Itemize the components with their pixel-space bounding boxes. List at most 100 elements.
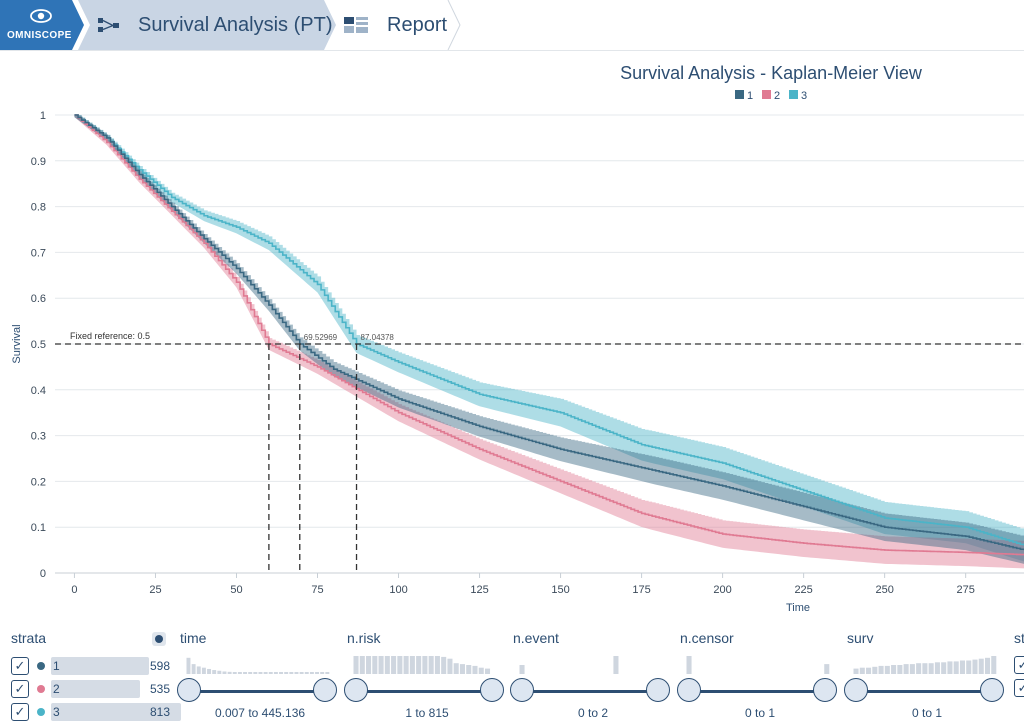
x-tick-label: 25 — [149, 584, 161, 596]
histogram-bar — [478, 667, 484, 674]
surv-histogram — [853, 656, 997, 674]
strata-row-1[interactable]: ✓ 1 598 — [11, 657, 176, 675]
n-event-slider-min-handle[interactable] — [510, 678, 534, 702]
histogram-bar — [217, 670, 222, 674]
time-slider-track[interactable] — [190, 690, 324, 693]
color-palette-icon[interactable] — [152, 632, 166, 646]
n-event-filter: n.event 0 to 2 — [510, 624, 673, 723]
histogram-bar — [222, 671, 227, 674]
x-tick-label: 225 — [794, 584, 812, 596]
histogram-bar — [253, 672, 258, 674]
histogram-bar — [453, 663, 459, 674]
survival-line-1 — [74, 114, 1024, 551]
histogram-bar — [978, 658, 984, 674]
histogram-bar — [384, 656, 390, 674]
histogram-bar — [299, 672, 304, 674]
time-slider-max-handle[interactable] — [313, 678, 337, 702]
histogram-bar — [325, 672, 330, 674]
histogram-bar — [472, 665, 478, 674]
histogram-bar — [984, 657, 991, 674]
histogram-bar — [372, 656, 378, 674]
x-tick-label: 0 — [71, 584, 77, 596]
histogram-bar — [391, 656, 397, 674]
strata-2-checkbox[interactable]: ✓ — [11, 680, 29, 698]
histogram-bar — [947, 661, 953, 674]
reference-lines: Fixed reference: 0.5 69.52969 87.04378 — [55, 331, 1024, 573]
n-event-range-text: 0 to 2 — [577, 706, 609, 720]
breadcrumb-survival-analysis[interactable]: Survival Analysis (PT) — [78, 0, 336, 50]
survival-line-3 — [74, 114, 1024, 546]
st-checkbox-1[interactable]: ✓ — [1014, 656, 1024, 674]
histogram-bar — [304, 672, 309, 674]
histogram-bar — [248, 672, 253, 674]
st-checkbox-2[interactable]: ✓ — [1014, 679, 1024, 697]
y-axis-label: Survival — [11, 324, 23, 363]
survival-line-2 — [74, 114, 1024, 556]
histogram-bar — [243, 672, 248, 674]
histogram-bar — [447, 658, 453, 674]
n-event-slider-max-handle[interactable] — [646, 678, 670, 702]
histogram-bar — [441, 656, 447, 674]
n-risk-range-text: 1 to 815 — [405, 706, 449, 720]
histogram-bar — [232, 672, 237, 674]
filter-strip: strata ✓ 1 598 ✓ 2 535 ✓ 3 813 time 0.00… — [0, 624, 1024, 723]
survival-curves — [74, 114, 1024, 556]
histogram-bar — [273, 672, 278, 674]
x-axis-label: Time — [786, 602, 810, 614]
histogram-bar — [613, 656, 619, 674]
histogram-bar — [320, 672, 325, 674]
confidence-bands — [74, 115, 1024, 569]
histogram-bar — [466, 665, 472, 674]
x-tick-label: 100 — [389, 584, 407, 596]
histogram-bar — [824, 664, 830, 674]
histogram-bar — [891, 665, 897, 674]
strata-2-label: 2 — [53, 682, 60, 696]
surv-slider-track[interactable] — [857, 690, 991, 693]
histogram-bar — [186, 657, 191, 674]
axis-ticks: 0 0.1 0.2 0.3 0.4 0.5 0.6 0.7 0.8 0.9 1 0 25 50 75 100 1… — [31, 110, 975, 596]
n-censor-slider-max-handle[interactable] — [813, 678, 837, 702]
strata-row-2[interactable]: ✓ 2 535 — [11, 680, 176, 698]
histogram-bar — [878, 665, 884, 674]
strata-2-bar — [51, 680, 140, 698]
histogram-bar — [196, 666, 201, 674]
time-histogram — [186, 657, 330, 674]
strata-1-color-dot — [37, 662, 45, 670]
n-risk-filter: n.risk 1 to 815 — [344, 624, 507, 723]
n-risk-slider-track[interactable] — [357, 690, 491, 693]
histogram-bar — [916, 663, 922, 674]
histogram-bar — [366, 656, 372, 674]
strata-1-checkbox[interactable]: ✓ — [11, 657, 29, 675]
histogram-bar — [903, 664, 909, 674]
time-slider-min-handle[interactable] — [177, 678, 201, 702]
histogram-bar — [315, 672, 320, 674]
histogram-bar — [284, 672, 289, 674]
histogram-bar — [909, 664, 915, 674]
histogram-bar — [263, 672, 268, 674]
logo-text: OMNISCOPE — [7, 30, 72, 41]
surv-slider-min-handle[interactable] — [844, 678, 868, 702]
y-tick-label: 0.8 — [31, 202, 46, 214]
n-risk-slider-max-handle[interactable] — [480, 678, 504, 702]
y-tick-label: 0.1 — [31, 522, 46, 534]
y-tick-label: 0.4 — [31, 385, 46, 397]
n-event-slider-track[interactable] — [523, 690, 657, 693]
breadcrumb-report[interactable]: Report — [330, 0, 460, 50]
n-censor-slider-track[interactable] — [690, 690, 824, 693]
eye-icon — [30, 9, 52, 23]
x-tick-label: 50 — [230, 584, 242, 596]
n-risk-slider-min-handle[interactable] — [344, 678, 368, 702]
x-tick-label: 275 — [956, 584, 974, 596]
n-censor-slider-min-handle[interactable] — [677, 678, 701, 702]
strata-3-checkbox[interactable]: ✓ — [11, 703, 29, 721]
n-risk-histogram — [353, 656, 491, 674]
surv-slider-max-handle[interactable] — [980, 678, 1004, 702]
y-tick-label: 0.7 — [31, 247, 46, 259]
chart-legend[interactable]: 1 2 3 — [735, 90, 807, 102]
histogram-bar — [279, 672, 284, 674]
omniscope-logo[interactable]: OMNISCOPE — [0, 0, 84, 50]
strata-row-3[interactable]: ✓ 3 813 — [11, 703, 181, 721]
surv-filter: surv 0 to 1 — [844, 624, 1007, 723]
histogram-bar — [422, 656, 428, 674]
